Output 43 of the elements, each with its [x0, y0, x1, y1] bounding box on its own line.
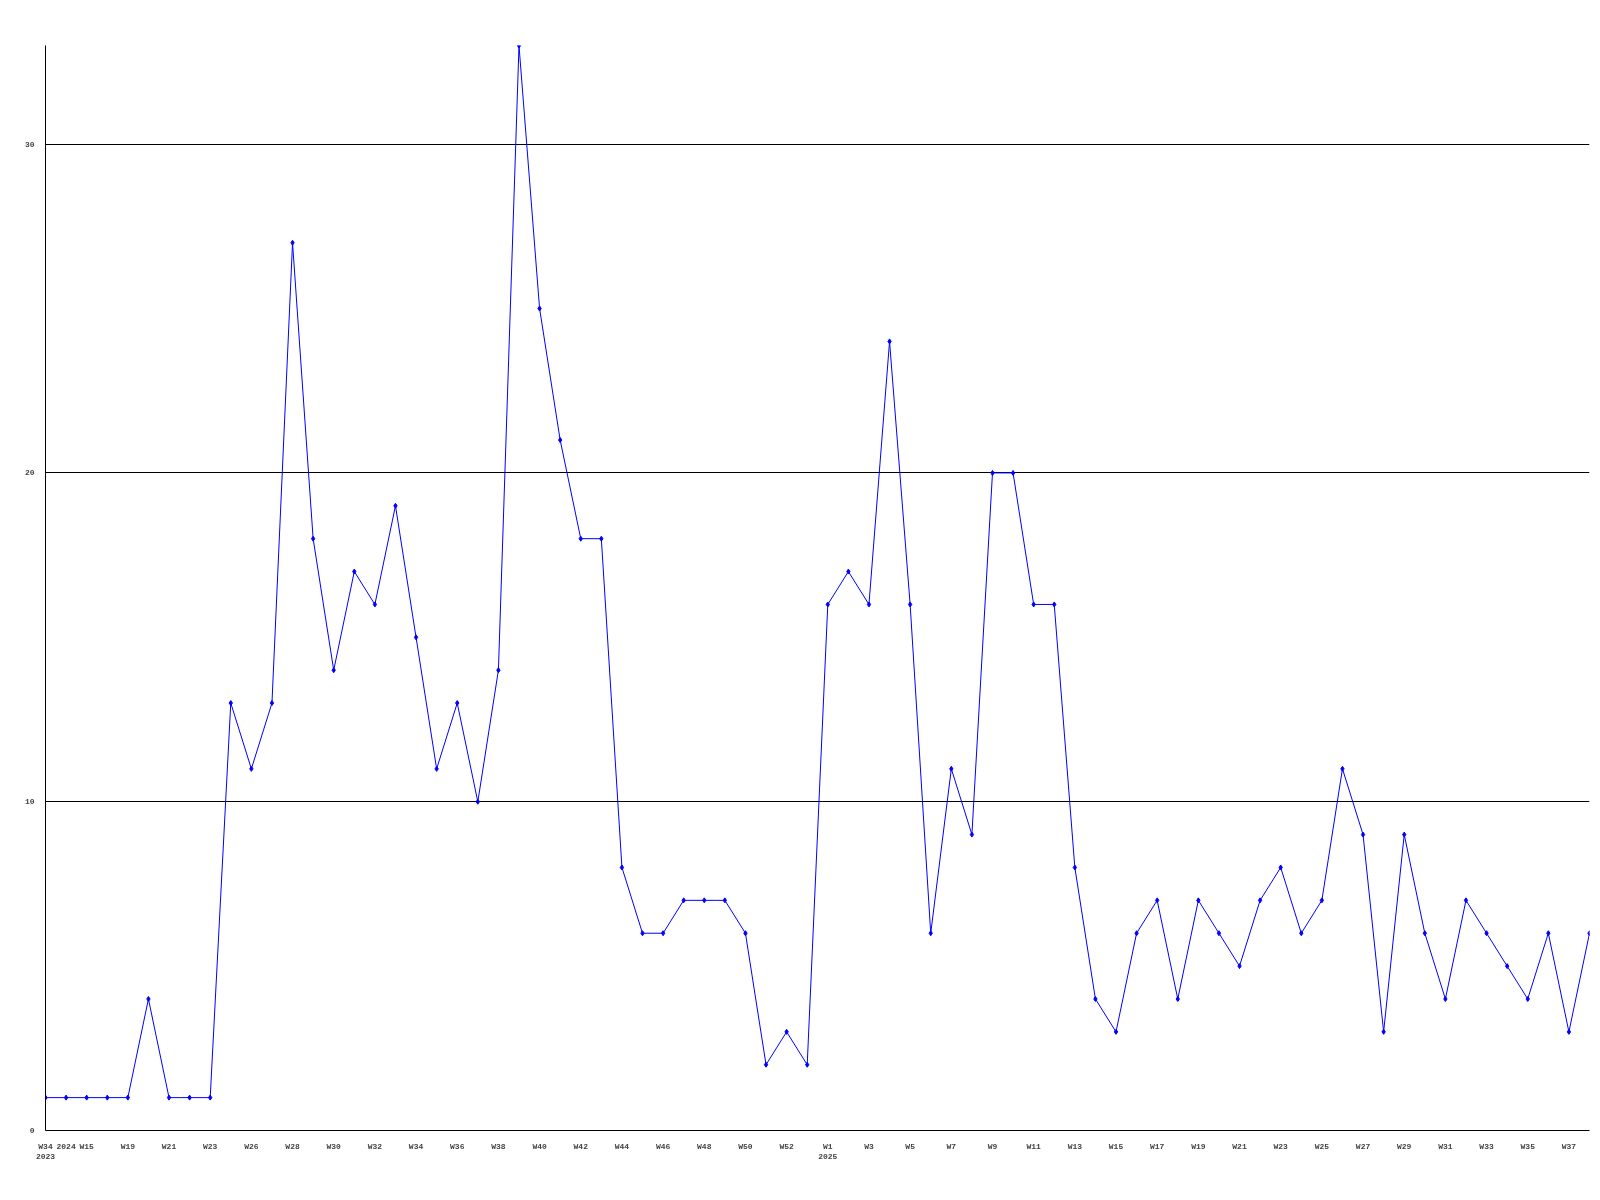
x-tick-label: W32	[367, 1141, 383, 1151]
x-tick-label: W3	[864, 1141, 874, 1151]
x-tick-label: W21	[161, 1141, 177, 1151]
x-tick-label: W27	[1355, 1141, 1371, 1151]
x-tick-label: W26	[244, 1141, 259, 1151]
x-tick-label: W33	[1479, 1141, 1494, 1151]
x-tick-label: W42	[573, 1141, 589, 1151]
x-tick-label: W37	[1561, 1141, 1577, 1151]
x-tick-label: W52	[779, 1141, 795, 1151]
x-tick-label: W38	[491, 1141, 506, 1151]
x-tick-label: W36	[450, 1141, 465, 1151]
x-tick-label: W44	[614, 1141, 630, 1151]
y-tick-label: 30	[24, 139, 35, 149]
x-tick-label: W15	[79, 1141, 95, 1151]
x-tick-label: W1 2025	[818, 1141, 838, 1162]
x-tick-label: W9	[987, 1141, 998, 1151]
x-tick-label: W15	[1108, 1141, 1124, 1151]
x-tick-label: 2024	[56, 1141, 76, 1151]
x-tick-label: W35	[1520, 1141, 1536, 1151]
y-tick-label: 20	[24, 468, 35, 478]
x-tick-label: W23	[202, 1141, 218, 1151]
x-tick-label: W28	[285, 1141, 300, 1151]
x-tick-label: W40	[532, 1141, 547, 1151]
y-tick-label: 10	[24, 797, 35, 807]
x-tick-label: W31	[1438, 1141, 1453, 1151]
x-tick-label: W21	[1232, 1141, 1247, 1151]
x-tick-label: W34	[408, 1141, 424, 1151]
x-tick-label: W19	[120, 1141, 136, 1151]
y-tick-label: 0	[29, 1126, 35, 1135]
x-tick-label: W48	[697, 1141, 712, 1151]
x-tick-label: W7	[946, 1141, 957, 1151]
x-tick-label: W46	[655, 1141, 671, 1151]
x-tick-label: W11	[1026, 1141, 1042, 1151]
x-tick-label: W29	[1397, 1141, 1412, 1151]
x-tick-label: W50	[738, 1141, 753, 1151]
x-tick-label: W19	[1191, 1141, 1206, 1151]
x-tick-label: W30	[326, 1141, 342, 1151]
x-tick-label: W34 2023	[35, 1141, 56, 1162]
x-tick-label: W5	[905, 1141, 916, 1151]
x-tick-label: W23	[1273, 1141, 1289, 1151]
x-tick-label: W17	[1149, 1141, 1165, 1151]
x-tick-label: W13	[1067, 1141, 1083, 1151]
x-tick-label: W25	[1314, 1141, 1330, 1151]
